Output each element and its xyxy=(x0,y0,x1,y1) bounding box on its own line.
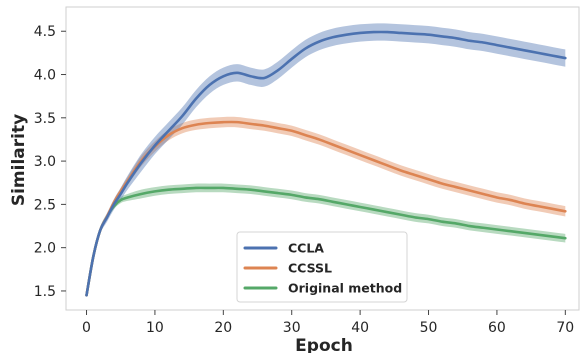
y-axis-ticks: 1.5 2.0 2.5 3.0 3.5 4.0 4.5 xyxy=(34,24,66,300)
x-axis-label: Epoch xyxy=(295,336,353,353)
y-tick-label: 3.5 xyxy=(34,111,56,127)
legend-label-ccla: CCLA xyxy=(288,241,324,256)
x-tick-label: 60 xyxy=(488,320,506,336)
y-tick-label: 4.0 xyxy=(34,68,56,84)
x-tick-label: 40 xyxy=(351,320,369,336)
y-axis-label: Similarity xyxy=(9,114,29,206)
x-axis-ticks: 0 10 20 30 40 50 60 70 xyxy=(82,310,574,336)
legend: CCLA CCSSL Original method xyxy=(236,231,408,303)
y-tick-label: 4.5 xyxy=(34,24,56,40)
x-tick-label: 70 xyxy=(556,320,574,336)
x-tick-label: 30 xyxy=(283,320,301,336)
y-tick-label: 1.5 xyxy=(34,284,56,300)
x-tick-label: 0 xyxy=(82,320,91,336)
y-tick-label: 3.0 xyxy=(34,154,56,170)
x-tick-label: 50 xyxy=(420,320,438,336)
legend-label-ccssl: CCSSL xyxy=(288,261,332,276)
plot-area xyxy=(65,6,580,311)
series-line-ccla xyxy=(85,30,567,297)
band-ccla xyxy=(86,23,566,298)
x-tick-label: 10 xyxy=(146,320,164,336)
legend-box xyxy=(236,231,408,303)
series-lines xyxy=(85,30,567,297)
series-line-original-method xyxy=(85,186,567,297)
y-tick-label: 2.0 xyxy=(34,241,56,257)
legend-label-original-method: Original method xyxy=(288,281,402,296)
y-tick-label: 2.5 xyxy=(34,197,56,213)
x-tick-label: 20 xyxy=(214,320,232,336)
